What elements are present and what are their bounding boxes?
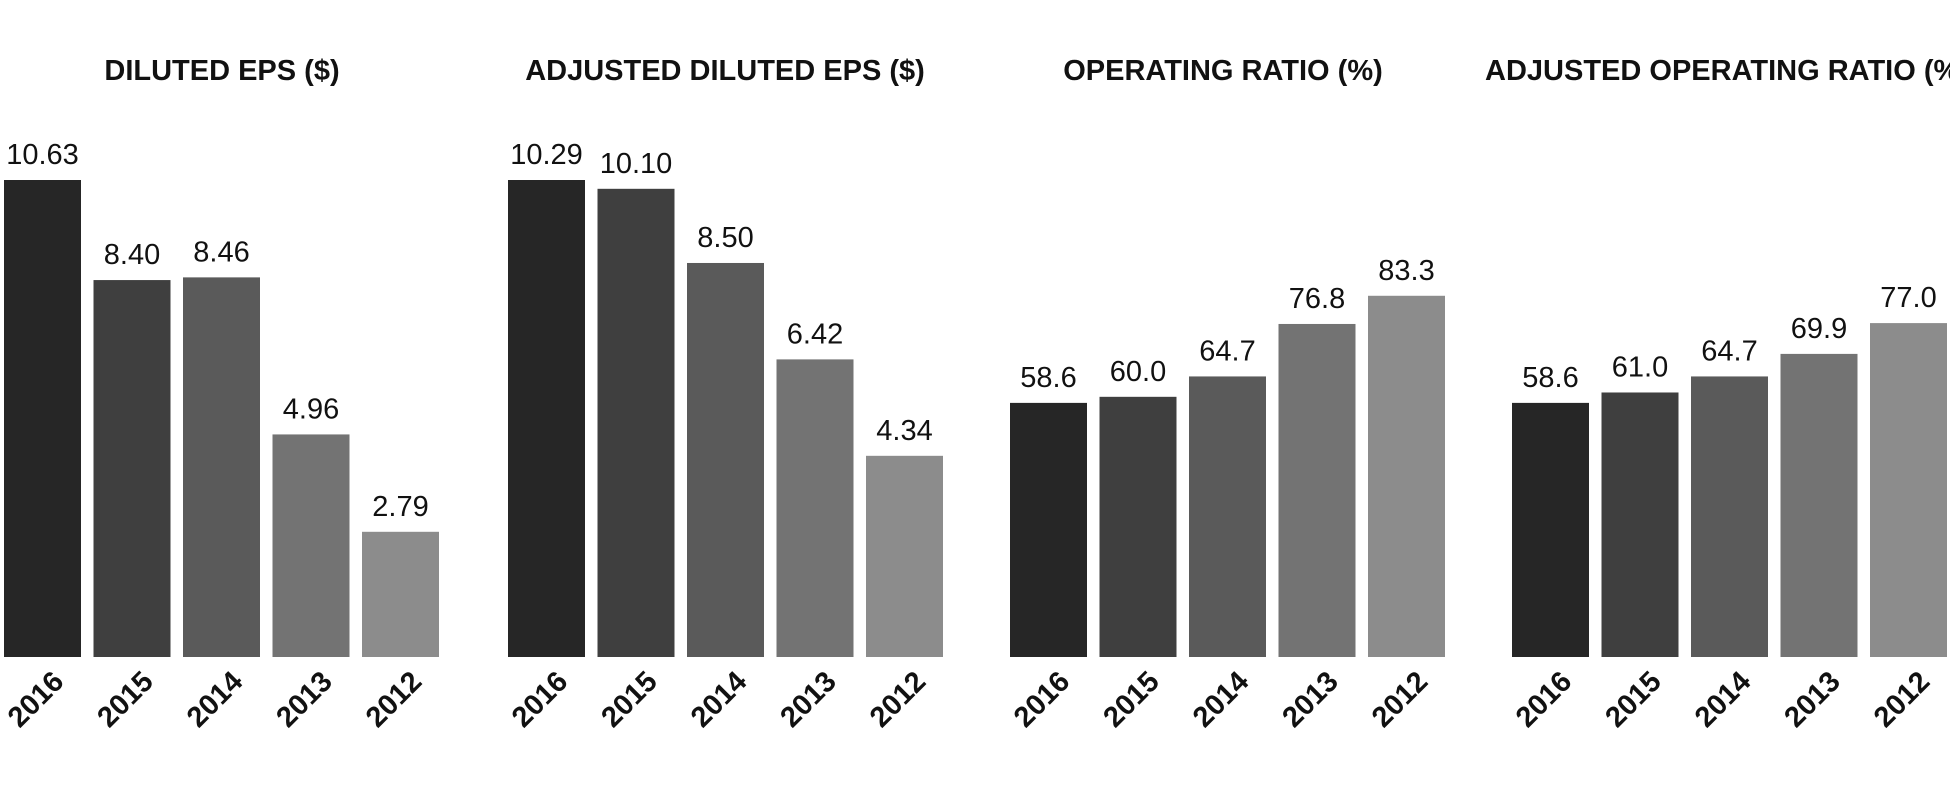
data-label: 10.63 [6, 139, 79, 171]
chart-title: OPERATING RATIO (%) [1063, 55, 1383, 87]
bar-2013 [1780, 353, 1858, 657]
data-label: 58.6 [1020, 362, 1076, 394]
x-tick-label: 2013 [271, 666, 339, 734]
x-tick-label: 2014 [1187, 666, 1255, 734]
bar-2014 [1691, 376, 1768, 657]
bar-2012 [1368, 295, 1445, 657]
x-tick-label: 2014 [685, 666, 753, 734]
x-tick-label: 2015 [92, 666, 160, 734]
chart-panel-3: OPERATING RATIO (%) 58.6 2016 60.0 2015 64.7 2… [1008, 55, 1445, 734]
data-label: 4.96 [283, 393, 339, 425]
bar-2013 [776, 359, 854, 657]
x-tick-label: 2013 [775, 666, 843, 734]
bar-2016 [508, 180, 585, 657]
data-label: 2.79 [372, 491, 428, 523]
x-tick-label: 2013 [1277, 666, 1345, 734]
data-label: 58.6 [1522, 362, 1578, 394]
data-label: 60.0 [1110, 356, 1166, 388]
bar-2015 [1601, 392, 1679, 657]
bar-2014 [1189, 376, 1266, 657]
bar-2014 [183, 277, 260, 657]
bar-2016 [1010, 402, 1087, 657]
data-label: 4.34 [876, 415, 932, 447]
chart-panel-1: DILUTED EPS ($) 10.63 2016 8.40 2015 8.46 2014… [2, 55, 439, 734]
data-label: 8.40 [104, 239, 160, 271]
x-tick-label: 2012 [1868, 666, 1936, 734]
x-tick-label: 2016 [1510, 666, 1578, 734]
bar-2013 [272, 434, 350, 657]
bar-2012 [362, 531, 439, 657]
bar-2012 [866, 455, 943, 657]
chart-title: ADJUSTED OPERATING RATIO (%) [1485, 55, 1950, 87]
bar-2016 [1512, 402, 1589, 657]
x-tick-label: 2015 [1600, 666, 1668, 734]
chart-panel-4: ADJUSTED OPERATING RATIO (%) 58.6 2016 61.0… [1485, 55, 1950, 734]
bar-2016 [4, 180, 81, 657]
chart-panel-2: ADJUSTED DILUTED EPS ($) 10.29 2016 10.10 20… [506, 55, 943, 734]
x-tick-label: 2013 [1779, 666, 1847, 734]
bar-2015 [93, 280, 171, 657]
x-tick-label: 2012 [864, 666, 932, 734]
data-label: 76.8 [1289, 283, 1345, 315]
data-label: 64.7 [1199, 335, 1255, 367]
bar-2014 [687, 262, 764, 657]
data-label: 10.10 [600, 148, 673, 180]
chart-title: ADJUSTED DILUTED EPS ($) [525, 55, 925, 87]
x-tick-label: 2012 [360, 666, 428, 734]
data-label: 10.29 [510, 139, 583, 171]
x-tick-label: 2016 [2, 666, 70, 734]
data-label: 6.42 [787, 318, 843, 350]
x-tick-label: 2016 [506, 666, 574, 734]
x-tick-label: 2016 [1008, 666, 1076, 734]
data-label: 61.0 [1612, 351, 1668, 383]
data-label: 69.9 [1791, 313, 1847, 345]
bar-2015 [1099, 396, 1177, 657]
x-tick-label: 2015 [1098, 666, 1166, 734]
bar-2015 [597, 188, 675, 657]
x-tick-label: 2015 [596, 666, 664, 734]
bar-2012 [1870, 323, 1947, 657]
data-label: 83.3 [1378, 255, 1434, 287]
data-label: 77.0 [1880, 282, 1936, 314]
x-tick-label: 2012 [1366, 666, 1434, 734]
data-label: 8.50 [697, 222, 753, 254]
x-tick-label: 2014 [1689, 666, 1757, 734]
x-tick-label: 2014 [181, 666, 249, 734]
bar-2013 [1278, 323, 1356, 657]
data-label: 8.46 [193, 236, 249, 268]
chart-title: DILUTED EPS ($) [104, 55, 339, 87]
data-label: 64.7 [1701, 335, 1757, 367]
